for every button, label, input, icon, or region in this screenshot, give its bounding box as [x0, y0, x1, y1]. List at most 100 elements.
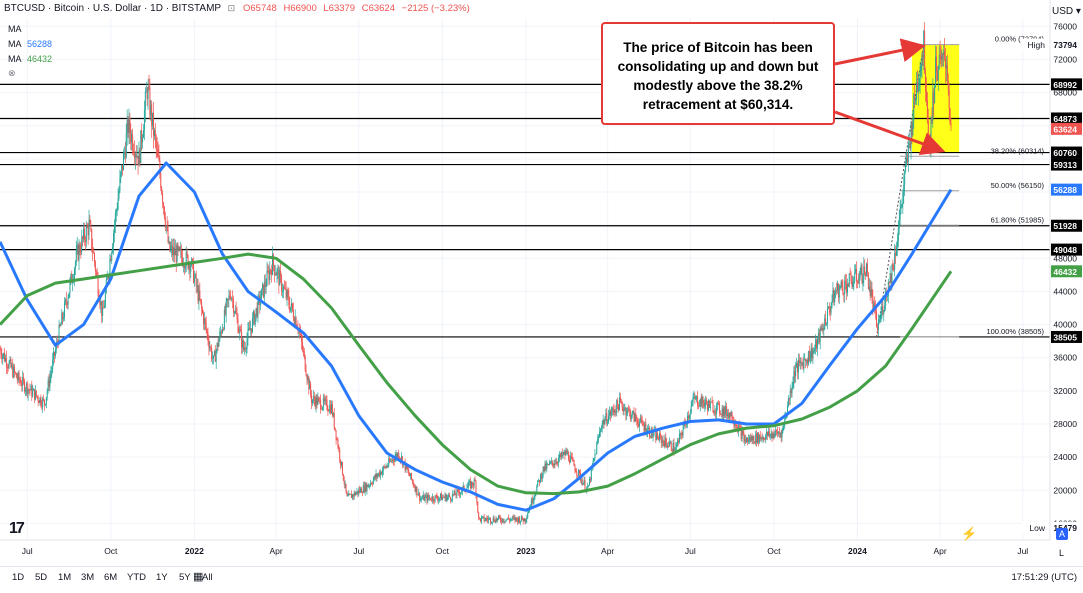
candle-body: [703, 402, 705, 407]
candle-body: [409, 473, 411, 477]
candle-body: [906, 157, 908, 163]
timeframe-1m[interactable]: 1M: [58, 572, 72, 583]
candle-body: [390, 460, 392, 462]
candle-body: [32, 390, 34, 397]
candle-body: [785, 416, 787, 419]
candle-body: [643, 425, 645, 431]
timeframe-5y[interactable]: 5Y: [179, 572, 191, 583]
candle-body: [340, 459, 342, 466]
candle-body: [493, 517, 495, 522]
candle-body: [764, 438, 766, 440]
timeframe-ytd[interactable]: YTD: [127, 572, 146, 583]
candle-body: [731, 411, 733, 421]
candle-body: [104, 292, 106, 306]
candle-body: [68, 292, 70, 299]
candle-body: [941, 53, 943, 60]
candle-body: [136, 155, 138, 158]
date-range-icon[interactable]: ▦: [193, 571, 204, 583]
log-scale-button[interactable]: L: [1059, 548, 1065, 558]
candle-body: [162, 193, 164, 203]
price-tick-label: 44000: [1053, 286, 1077, 296]
candle-body: [637, 419, 639, 425]
candle-body: [34, 390, 36, 400]
candle-body: [123, 152, 125, 171]
candle-body: [329, 405, 331, 412]
candle-body: [853, 280, 855, 284]
candle-body: [490, 522, 492, 524]
candle-body: [350, 494, 352, 495]
timeframe-3m[interactable]: 3M: [81, 572, 95, 583]
candle-body: [267, 270, 269, 272]
candle-body: [564, 451, 566, 456]
candle-body: [262, 284, 263, 289]
candle-body: [597, 439, 599, 444]
candle-body: [600, 428, 602, 431]
candle-body: [263, 281, 265, 297]
candle-body: [345, 483, 347, 492]
candle-body: [231, 298, 233, 300]
price-badge: [1051, 158, 1082, 171]
fib-label: 61.80% (51985): [991, 215, 1045, 224]
indicator-ma-2[interactable]: MA 56288: [8, 39, 52, 49]
candle-body: [616, 400, 618, 413]
indicator-ma-3[interactable]: MA 46432: [8, 54, 52, 64]
candle-body: [357, 490, 359, 494]
auto-scale-button[interactable]: A: [1056, 528, 1068, 540]
candle-body: [722, 408, 724, 417]
candle-body: [833, 290, 835, 302]
symbol-title[interactable]: BTCUSD · Bitcoin · U.S. Dollar · 1D · BI…: [4, 3, 221, 14]
candle-body: [320, 399, 322, 410]
candle-body: [269, 269, 271, 281]
candle-body: [766, 431, 768, 436]
candle-body: [188, 263, 190, 269]
candle-body: [376, 473, 378, 477]
timeframe-1d[interactable]: 1D: [12, 572, 25, 583]
candle-body: [627, 408, 629, 413]
candle-body: [240, 329, 242, 331]
candle-body: [366, 484, 368, 491]
candle-body: [817, 332, 819, 339]
timeframe-6m[interactable]: 6M: [104, 572, 118, 583]
candle-body: [233, 312, 235, 314]
candle-body: [883, 310, 885, 314]
candle-body: [415, 486, 417, 492]
flash-icon[interactable]: ⚡: [961, 526, 978, 541]
candle-body: [304, 355, 306, 371]
timeframe-1y[interactable]: 1Y: [156, 572, 168, 583]
candle-body: [896, 241, 898, 248]
candle-body: [462, 485, 464, 488]
candle-body: [485, 518, 487, 521]
candle-body: [73, 268, 75, 279]
candle-body: [805, 359, 807, 362]
tradingview-logo[interactable]: 17: [9, 520, 25, 537]
candle-body: [331, 404, 333, 413]
candle-body: [60, 324, 62, 327]
timeframe-5d[interactable]: 5D: [35, 572, 48, 583]
candle-body: [937, 68, 939, 81]
indicator-ma-1[interactable]: MA: [8, 24, 25, 34]
candle-body: [533, 496, 535, 501]
candle-body: [560, 452, 562, 458]
annotation-callout[interactable]: The price of Bitcoin has been consolidat…: [601, 22, 835, 125]
candle-body: [592, 460, 594, 467]
candle-body: [826, 323, 828, 325]
candle-body: [157, 149, 159, 157]
candle-body: [132, 134, 134, 151]
candle-body: [511, 517, 513, 520]
candle-body: [617, 400, 619, 406]
collapse-indicators-icon[interactable]: ⊗: [8, 68, 16, 78]
currency-selector[interactable]: USD ▾: [1052, 6, 1081, 17]
candle-body: [145, 91, 147, 93]
candle-body: [488, 518, 490, 521]
candle-body: [347, 495, 349, 497]
candle-body: [107, 277, 109, 279]
candle-body: [668, 446, 670, 447]
candle-body: [888, 281, 890, 283]
candle-body: [285, 288, 287, 298]
candle-body: [835, 290, 837, 293]
ohlc-expand-icon[interactable]: ⊡: [227, 3, 236, 13]
timeframe-all[interactable]: All: [202, 572, 213, 583]
candle-body: [156, 147, 158, 150]
